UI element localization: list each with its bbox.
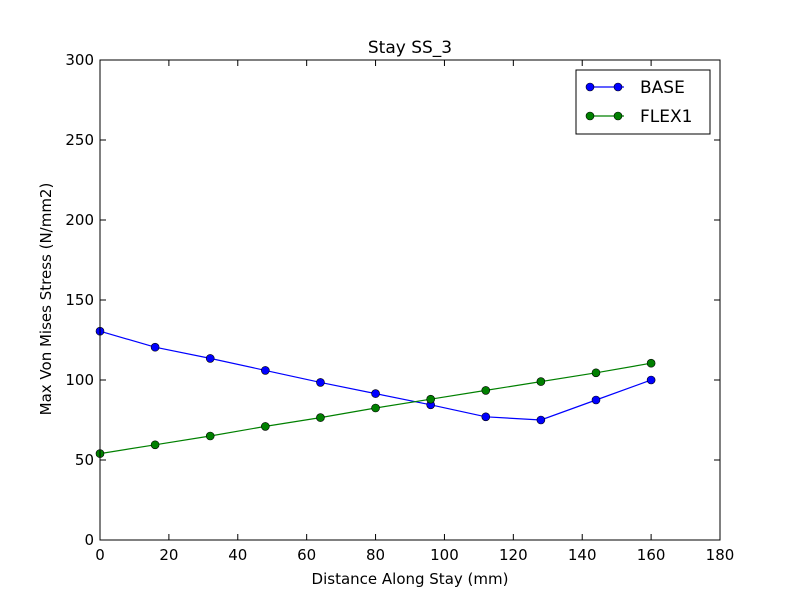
series-layer xyxy=(95,326,656,458)
x-axis-label: Distance Along Stay (mm) xyxy=(312,570,509,588)
data-point-base xyxy=(371,389,380,398)
y-tick-label: 200 xyxy=(65,211,94,229)
legend-marker-flex1 xyxy=(585,111,595,121)
data-point-base xyxy=(316,378,325,387)
y-tick-label: 250 xyxy=(65,131,94,149)
y-tick-label: 100 xyxy=(65,371,94,389)
legend-marker-flex1 xyxy=(613,111,623,121)
data-point-flex1 xyxy=(536,377,546,386)
chart-title: Stay SS_3 xyxy=(368,38,452,58)
x-tick-label: 180 xyxy=(706,546,735,564)
data-point-base xyxy=(536,415,546,425)
y-tick-label: 0 xyxy=(84,531,94,549)
data-point-flex1 xyxy=(150,440,160,450)
y-tick-label: 300 xyxy=(65,51,94,69)
legend-marker-base xyxy=(613,82,623,92)
x-tick-label: 0 xyxy=(95,546,105,564)
x-tick-label: 80 xyxy=(366,546,385,564)
data-point-base xyxy=(261,366,270,375)
x-tick-label: 60 xyxy=(297,546,316,564)
y-tick-label: 150 xyxy=(65,291,94,309)
legend-label-base: BASE xyxy=(640,78,685,98)
x-tick-label: 140 xyxy=(568,546,597,564)
data-point-base xyxy=(205,354,215,363)
axes-layer: 0 20 40 60 80 100 120 140 160 180 0 50 100 150 200 250 3… xyxy=(65,51,734,564)
data-point-flex1 xyxy=(426,394,435,404)
data-point-base xyxy=(646,375,656,385)
legend-label-flex1: FLEX1 xyxy=(640,107,692,127)
data-point-flex1 xyxy=(481,386,491,395)
data-point-flex1 xyxy=(316,413,325,422)
data-point-flex1 xyxy=(261,422,270,431)
data-point-flex1 xyxy=(591,368,601,378)
x-tick-label: 40 xyxy=(228,546,247,564)
legend-marker-base xyxy=(585,82,595,92)
data-point-base xyxy=(591,395,601,405)
legend-box xyxy=(575,69,711,135)
data-point-base xyxy=(150,342,160,352)
x-tick-label: 160 xyxy=(637,546,666,564)
y-tick-label: 50 xyxy=(75,451,94,469)
x-tick-label: 20 xyxy=(159,546,178,564)
x-tick-label: 120 xyxy=(499,546,528,564)
y-axis-label: Max Von Mises Stress (N/mm2) xyxy=(37,183,55,416)
data-point-flex1 xyxy=(371,403,380,413)
data-point-flex1 xyxy=(646,358,656,368)
legend: BASE FLEX1 xyxy=(575,69,711,135)
data-point-base xyxy=(481,412,491,422)
x-tick-label: 100 xyxy=(430,546,459,564)
data-point-flex1 xyxy=(205,431,215,441)
